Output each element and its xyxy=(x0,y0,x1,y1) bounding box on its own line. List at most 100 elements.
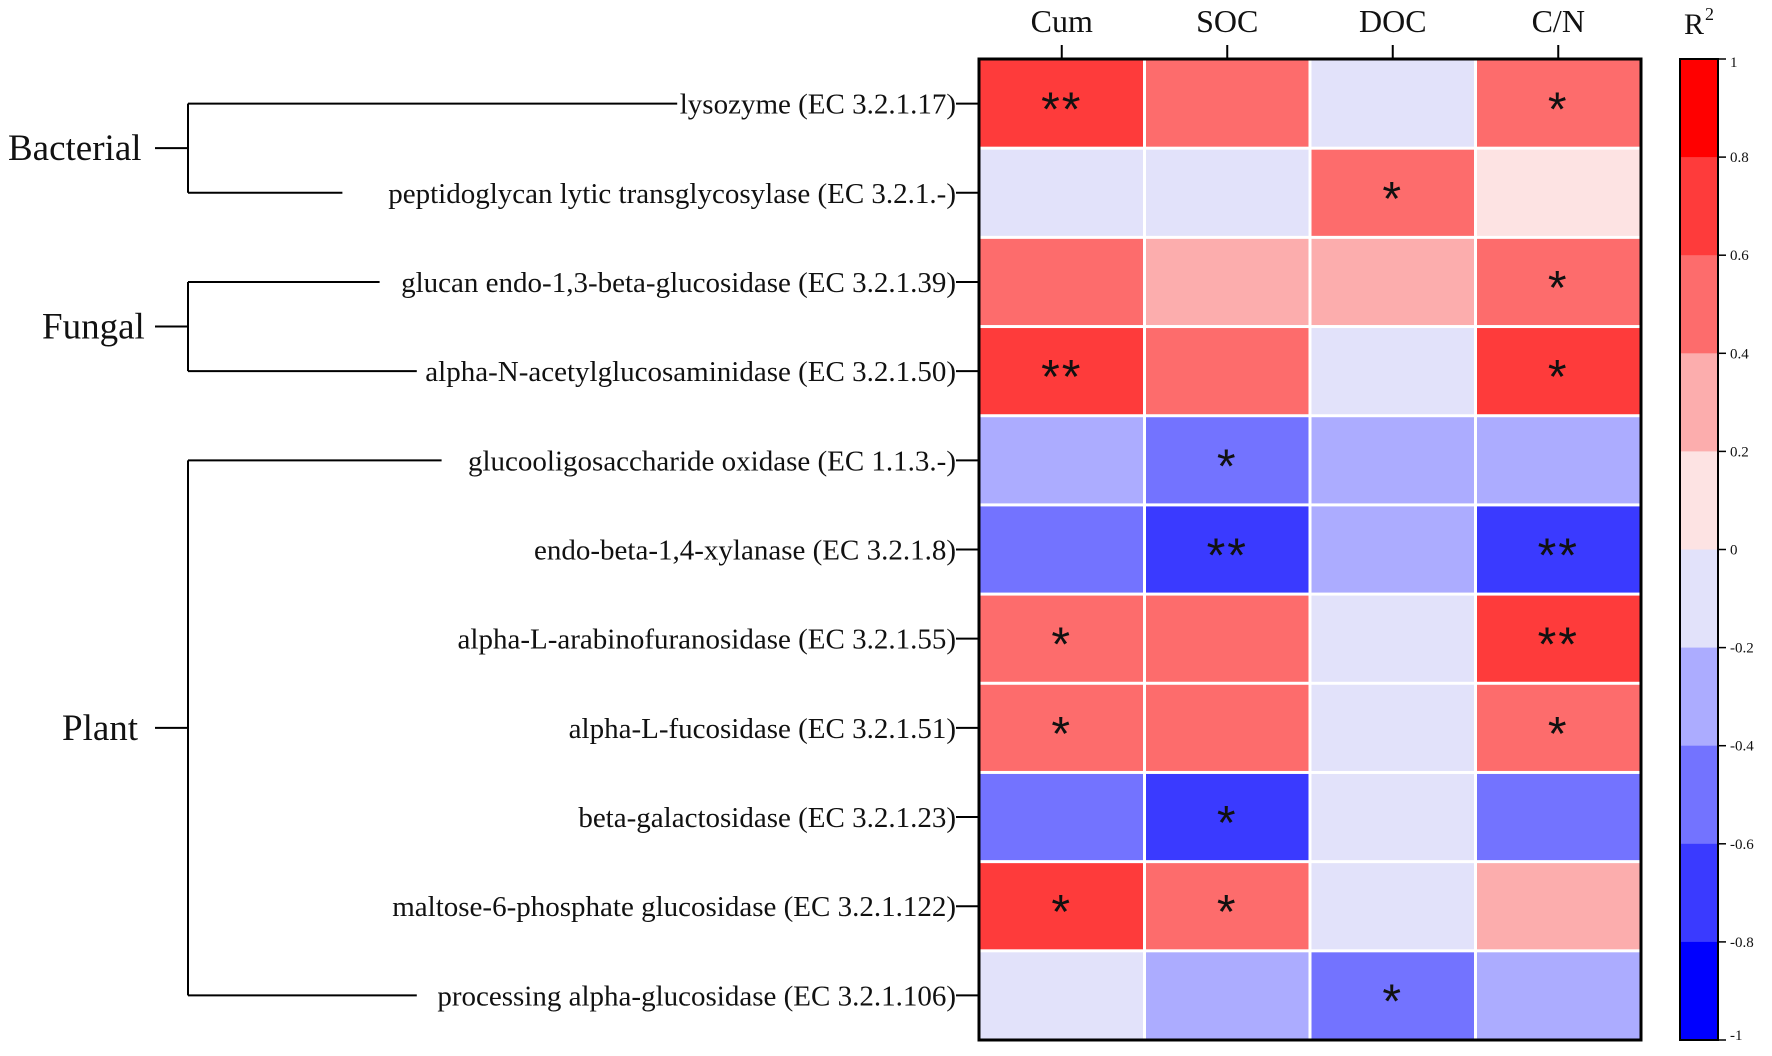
group-label-plant: Plant xyxy=(62,708,139,749)
heatmap-cell-r6-cum xyxy=(980,595,1143,682)
significance-mark-r0-cum: ** xyxy=(1041,84,1082,137)
heatmap-cell-r10-cum xyxy=(980,952,1143,1039)
heatmap-cell-r7-soc xyxy=(1146,684,1309,771)
significance-mark-r3-c-n: * xyxy=(1548,351,1569,404)
colorbar-bin-1 xyxy=(1680,157,1718,256)
colorbar-tick-label-8: -0.6 xyxy=(1730,837,1754,853)
heatmap-cell-r2-soc xyxy=(1146,238,1309,326)
heatmap-cell-r8-c-n xyxy=(1477,773,1640,861)
colorbar-tick-label-0: 1 xyxy=(1730,55,1738,71)
colorbar-bin-8 xyxy=(1680,843,1718,943)
colorbar-bin-5 xyxy=(1680,549,1718,649)
heatmap-cell-r9-c-n xyxy=(1477,863,1640,950)
group-label-fungal: Fungal xyxy=(42,307,145,348)
heatmap-cell-r0-soc xyxy=(1146,60,1309,147)
heatmap-cell-r0-doc xyxy=(1311,60,1474,147)
heatmap-cell-r6-c-n xyxy=(1477,595,1640,682)
heatmap-cell-r3-soc xyxy=(1146,328,1309,415)
colorbar-tick-label-9: -0.8 xyxy=(1730,935,1754,951)
heatmap-cell-r4-soc xyxy=(1146,417,1309,504)
colorbar-title: R xyxy=(1684,8,1704,41)
colorbar-tick-label-7: -0.4 xyxy=(1730,739,1754,755)
heatmap-cell-r3-c-n xyxy=(1477,328,1640,415)
heatmap-cell-r3-doc xyxy=(1311,328,1474,415)
heatmap-cell-r1-cum xyxy=(980,149,1143,236)
heatmap-cell-r7-cum xyxy=(980,684,1143,771)
significance-mark-r5-c-n: ** xyxy=(1538,530,1579,583)
heatmap-cell-r2-c-n xyxy=(1477,238,1640,326)
significance-mark-r5-soc: ** xyxy=(1207,530,1248,583)
colorbar-bin-4 xyxy=(1680,451,1718,550)
row-label-10: processing alpha-glucosidase (EC 3.2.1.1… xyxy=(437,980,956,1012)
row-label-0: lysozyme (EC 3.2.1.17) xyxy=(680,89,956,121)
colorbar-tick-label-4: 0.2 xyxy=(1730,444,1749,460)
row-label-6: alpha-L-arabinofuranosidase (EC 3.2.1.55… xyxy=(458,624,956,656)
significance-mark-r9-soc: * xyxy=(1217,886,1238,939)
colorbar-tick-label-6: -0.2 xyxy=(1730,641,1754,657)
heatmap-cell-r8-doc xyxy=(1311,773,1474,861)
colorbar-tick-label-1: 0.8 xyxy=(1730,150,1749,166)
column-label-cum: Cum xyxy=(1031,3,1093,39)
row-label-1: peptidoglycan lytic transglycosylase (EC… xyxy=(388,178,956,210)
significance-mark-r9-cum: * xyxy=(1051,886,1072,939)
significance-mark-r6-cum: * xyxy=(1051,619,1072,672)
heatmap-cell-r10-doc xyxy=(1311,952,1474,1039)
significance-mark-r3-cum: ** xyxy=(1041,351,1082,404)
colorbar-bin-0 xyxy=(1680,59,1718,158)
colorbar-bin-9 xyxy=(1680,941,1718,1041)
heatmap-cell-r8-cum xyxy=(980,773,1143,861)
heatmap-cell-r1-doc xyxy=(1311,149,1474,236)
heatmap-cell-r9-doc xyxy=(1311,863,1474,950)
heatmap-cell-r7-doc xyxy=(1311,684,1474,771)
heatmap-cell-r3-cum xyxy=(980,328,1143,415)
significance-mark-r4-soc: * xyxy=(1217,440,1238,493)
heatmap-cell-r10-c-n xyxy=(1477,952,1640,1039)
column-label-soc: SOC xyxy=(1196,3,1258,39)
heatmap-cell-r2-cum xyxy=(980,238,1143,326)
row-label-3: alpha-N-acetylglucosaminidase (EC 3.2.1.… xyxy=(425,356,956,388)
heatmap-cell-r5-doc xyxy=(1311,506,1474,593)
significance-mark-r8-soc: * xyxy=(1217,797,1238,850)
colorbar-bin-6 xyxy=(1680,647,1718,747)
colorbar-tick-label-2: 0.6 xyxy=(1730,248,1749,264)
heatmap-cell-r4-doc xyxy=(1311,417,1474,504)
significance-mark-r2-c-n: * xyxy=(1548,262,1569,315)
heatmap-cell-r0-cum xyxy=(980,60,1143,147)
column-label-doc: DOC xyxy=(1359,3,1427,39)
heatmap-cell-r4-c-n xyxy=(1477,417,1640,504)
significance-mark-r7-cum: * xyxy=(1051,708,1072,761)
colorbar-tick-label-5: 0 xyxy=(1730,543,1738,559)
heatmap-cell-r6-doc xyxy=(1311,595,1474,682)
column-label-c-n: C/N xyxy=(1532,3,1585,39)
group-label-bacterial: Bacterial xyxy=(8,128,142,169)
heatmap-cell-r5-c-n xyxy=(1477,506,1640,593)
significance-mark-r6-c-n: ** xyxy=(1538,619,1579,672)
heatmap-cell-r4-cum xyxy=(980,417,1143,504)
heatmap-cell-r9-soc xyxy=(1146,863,1309,950)
colorbar-title-superscript: 2 xyxy=(1705,4,1714,24)
heatmap-cell-r1-soc xyxy=(1146,149,1309,236)
heatmap-cell-r5-soc xyxy=(1146,506,1309,593)
significance-mark-r10-doc: * xyxy=(1382,975,1403,1028)
significance-mark-r7-c-n: * xyxy=(1548,708,1569,761)
heatmap-cell-r8-soc xyxy=(1146,773,1309,861)
row-label-8: beta-galactosidase (EC 3.2.1.23) xyxy=(578,802,956,834)
colorbar-bin-3 xyxy=(1680,353,1718,452)
heatmap-cell-r2-doc xyxy=(1311,238,1474,326)
heatmap-cell-r1-c-n xyxy=(1477,149,1640,236)
row-label-9: maltose-6-phosphate glucosidase (EC 3.2.… xyxy=(392,891,956,923)
colorbar-bin-7 xyxy=(1680,745,1718,845)
row-label-7: alpha-L-fucosidase (EC 3.2.1.51) xyxy=(569,713,956,745)
row-label-4: glucooligosaccharide oxidase (EC 1.1.3.-… xyxy=(468,445,956,477)
row-label-5: endo-beta-1,4-xylanase (EC 3.2.1.8) xyxy=(534,535,956,567)
heatmap-cell-r10-soc xyxy=(1146,952,1309,1039)
heatmap-cell-r9-cum xyxy=(980,863,1143,950)
significance-mark-r1-doc: * xyxy=(1382,173,1403,226)
colorbar-tick-label-3: 0.4 xyxy=(1730,346,1749,362)
heatmap-cell-r6-soc xyxy=(1146,595,1309,682)
heatmap-cell-r5-cum xyxy=(980,506,1143,593)
significance-mark-r0-c-n: * xyxy=(1548,84,1569,137)
heatmap-cell-r7-c-n xyxy=(1477,684,1640,771)
row-label-2: glucan endo-1,3-beta-glucosidase (EC 3.2… xyxy=(401,267,956,299)
